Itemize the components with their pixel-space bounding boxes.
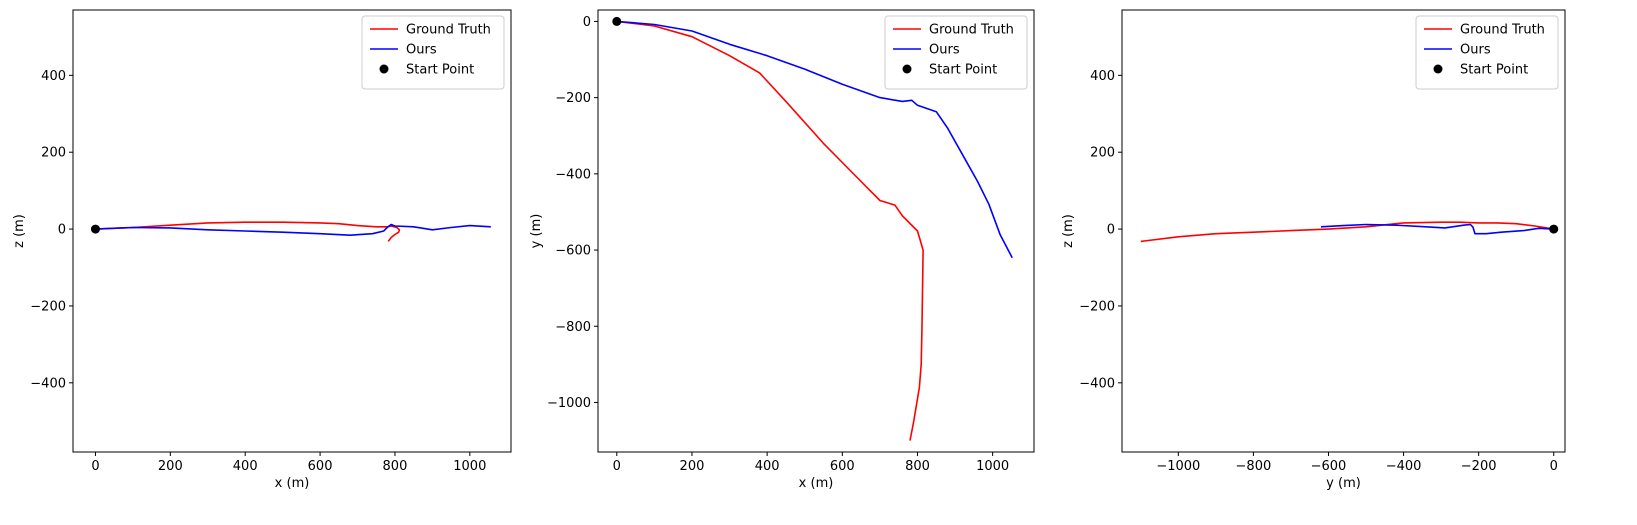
legend-entry-label: Ground Truth [929,23,1014,38]
legend-entry-label: Start Point [1460,63,1528,78]
y-tick-label: −200 [1079,299,1115,314]
y-tick-label: 400 [41,69,66,84]
x-tick-label: −600 [1311,459,1347,474]
start-point-marker [1549,224,1559,234]
legend: Ground Truth Ours Start Point [884,15,1028,90]
x-tick-label: 600 [308,459,333,474]
y-tick-label: 200 [41,146,66,161]
legend-box [1415,15,1559,90]
y-tick-label: −1000 [547,396,591,411]
x-tick-label: 800 [905,459,930,474]
x-tick-label: 800 [383,459,408,474]
y-axis-label: z (m) [12,214,27,248]
x-axis-label: x (m) [275,476,310,491]
y-tick-label: 400 [1090,69,1115,84]
y-tick-label: −600 [555,244,591,259]
y-tick-label: −400 [555,167,591,182]
legend-entry-label: Ground Truth [1460,23,1545,38]
x-tick-label: 0 [1550,459,1558,474]
legend-swatch-start-point [1433,64,1443,74]
x-tick-label: 0 [613,459,621,474]
y-tick-label: −200 [30,299,66,314]
y-tick-label: −200 [555,91,591,106]
y-tick-label: 0 [1107,223,1115,238]
series-line-ours [95,223,491,236]
x-tick-label: −1000 [1156,459,1200,474]
legend-swatch-start-point [902,64,912,74]
y-axis-label: z (m) [1061,214,1076,248]
x-axis-label: y (m) [1326,476,1361,491]
legend-entry-label: Ground Truth [406,23,491,38]
y-tick-label: −400 [1079,376,1115,391]
y-tick-label: 0 [58,223,66,238]
series-line-ours [1320,223,1554,235]
x-tick-label: 1000 [453,459,486,474]
x-tick-label: 400 [755,459,780,474]
x-tick-label: 200 [680,459,705,474]
legend-entry-label: Start Point [929,63,997,78]
y-axis-label: y (m) [529,214,544,249]
chart-panel-3: −1000 −800 −600 −400 −200 0 −400 −200 0 200 400 y (… [1061,9,1566,491]
y-tick-label: 0 [583,15,591,30]
y-tick-label: 200 [1090,146,1115,161]
x-tick-label: −200 [1461,459,1497,474]
chart-panel-2: 0 200 400 600 800 1000 −1000 −800 −600 −400 −200 0 x… [529,9,1035,491]
legend-entry-label: Start Point [406,63,474,78]
chart-panel-1: 0 200 400 600 800 1000 −400 −200 0 200 400 x (m) z (… [12,9,512,491]
legend-entry-label: Ours [929,43,960,58]
legend-entry-label: Ours [1460,43,1491,58]
x-tick-label: 1000 [976,459,1009,474]
x-tick-label: 0 [91,459,99,474]
legend-swatch-start-point [379,64,389,74]
start-point-marker [612,16,622,26]
legend-box [884,15,1028,90]
axes-frame [72,9,512,453]
x-tick-label: −400 [1386,459,1422,474]
axes-frame [1121,9,1566,453]
axes-frame [597,9,1035,453]
x-tick-label: 400 [233,459,258,474]
series-line-ground-truth [1140,221,1554,243]
series-line-ground-truth [95,221,401,242]
x-tick-label: −800 [1236,459,1272,474]
legend-entry-label: Ours [406,43,437,58]
legend-box [361,15,505,90]
legend: Ground Truth Ours Start Point [1415,15,1559,90]
series-line-ours [616,20,1013,259]
series-line-ground-truth [616,20,924,441]
y-tick-label: −800 [555,320,591,335]
start-point-marker [90,224,100,234]
y-tick-label: −400 [30,376,66,391]
x-tick-label: 600 [830,459,855,474]
legend: Ground Truth Ours Start Point [361,15,505,90]
x-axis-label: x (m) [799,476,834,491]
x-tick-label: 200 [158,459,183,474]
